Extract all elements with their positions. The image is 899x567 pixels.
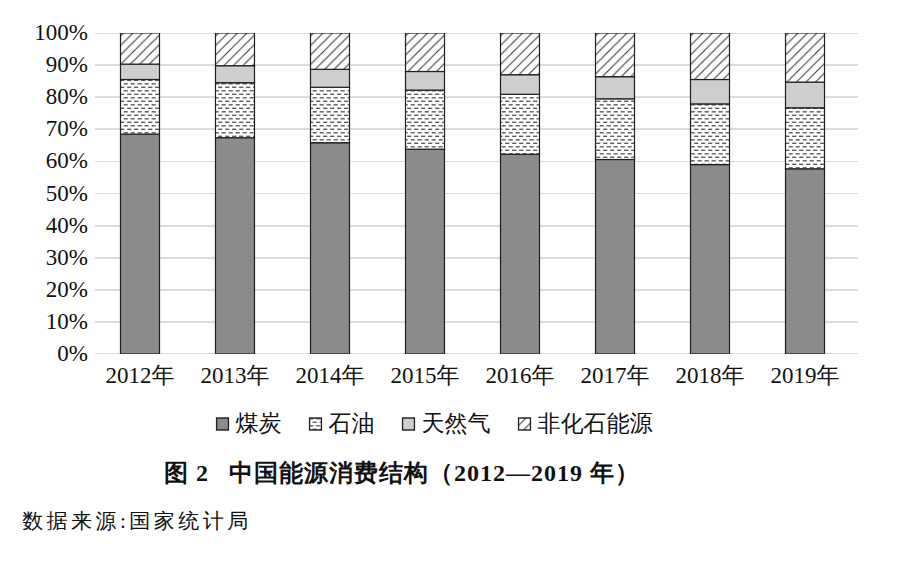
legend-item-gas: 天然气 xyxy=(402,411,491,437)
bar-segment-oil-2012年 xyxy=(121,80,160,135)
y-tick-label-0%: 0% xyxy=(0,341,88,367)
plot-area xyxy=(95,33,858,354)
x-tick-label-2012年: 2012年 xyxy=(92,362,188,390)
bar-segment-gas-2013年 xyxy=(216,66,255,83)
bar-segment-gas-2018年 xyxy=(691,80,730,104)
y-tick-label-10%: 10% xyxy=(0,309,88,335)
bar-segment-oil-2013年 xyxy=(216,83,255,138)
legend: 煤炭 石油 天然气 非化石能源 xyxy=(216,411,653,437)
y-tick-label-80%: 80% xyxy=(0,84,88,110)
bar-segment-nonfossil-2012年 xyxy=(121,33,160,64)
bar-segment-nonfossil-2013年 xyxy=(216,33,255,66)
legend-item-nonfossil: 非化石能源 xyxy=(518,411,653,437)
x-tick-label-2017年: 2017年 xyxy=(567,362,663,390)
bar-segment-coal-2013年 xyxy=(216,138,255,354)
bar-segment-nonfossil-2017年 xyxy=(596,33,635,77)
bar-segment-oil-2019年 xyxy=(786,108,825,169)
y-tick-label-60%: 60% xyxy=(0,148,88,174)
bar-segment-gas-2019年 xyxy=(786,82,825,108)
x-tick-label-2018年: 2018年 xyxy=(662,362,758,390)
bar-segment-oil-2018年 xyxy=(691,104,730,165)
figure-number: 图 2 xyxy=(164,460,209,486)
x-tick-label-2015年: 2015年 xyxy=(377,362,473,390)
bar-segment-coal-2018年 xyxy=(691,165,730,354)
bar-segment-nonfossil-2014年 xyxy=(311,33,350,69)
y-tick-label-50%: 50% xyxy=(0,181,88,207)
bar-segment-coal-2015年 xyxy=(406,149,445,354)
bar-segment-gas-2012年 xyxy=(121,64,160,79)
bar-segment-coal-2017年 xyxy=(596,160,635,355)
gridlines xyxy=(95,33,858,354)
bar-segment-nonfossil-2019年 xyxy=(786,33,825,82)
data-source-note: 数据来源:国家统计局 xyxy=(22,507,252,535)
y-tick-label-70%: 70% xyxy=(0,116,88,142)
figure-energy-structure: 0%10%20%30%40%50%60%70%80%90%100% 2012年2… xyxy=(0,0,899,567)
bar-segment-coal-2012年 xyxy=(121,134,160,354)
y-tick-label-30%: 30% xyxy=(0,245,88,271)
bar-segment-nonfossil-2018年 xyxy=(691,33,730,80)
y-tick-label-40%: 40% xyxy=(0,213,88,239)
chart-title: 图 2 中国能源消费结构（2012—2019 年） xyxy=(164,457,640,489)
stacked-bar-chart xyxy=(95,33,858,354)
bar-segment-nonfossil-2016年 xyxy=(501,33,540,75)
legend-swatch-coal-icon xyxy=(216,417,230,431)
legend-label-oil: 石油 xyxy=(329,411,375,437)
legend-swatch-gas-icon xyxy=(402,417,416,431)
legend-swatch-nonfossil-icon xyxy=(518,417,532,431)
legend-label-coal: 煤炭 xyxy=(236,411,282,437)
bar-segment-oil-2017年 xyxy=(596,99,635,160)
bar-segment-oil-2016年 xyxy=(501,94,540,154)
bar-segment-coal-2014年 xyxy=(311,143,350,354)
bar-segment-coal-2019年 xyxy=(786,169,825,354)
x-tick-label-2016年: 2016年 xyxy=(472,362,568,390)
bar-segment-oil-2015年 xyxy=(406,90,445,149)
bar-segment-gas-2014年 xyxy=(311,69,350,87)
bar-segment-nonfossil-2015年 xyxy=(406,33,445,72)
legend-swatch-oil-icon xyxy=(309,417,323,431)
x-tick-label-2014年: 2014年 xyxy=(282,362,378,390)
bar-segment-gas-2015年 xyxy=(406,72,445,91)
x-tick-label-2013年: 2013年 xyxy=(187,362,283,390)
bar-segment-coal-2016年 xyxy=(501,154,540,354)
legend-label-nonfossil: 非化石能源 xyxy=(538,411,653,437)
bar-segment-oil-2014年 xyxy=(311,87,350,143)
chart-title-text: 中国能源消费结构（2012—2019 年） xyxy=(229,460,640,486)
y-tick-label-100%: 100% xyxy=(0,20,88,46)
legend-item-coal: 煤炭 xyxy=(216,411,282,437)
y-tick-label-90%: 90% xyxy=(0,52,88,78)
bar-segment-gas-2016年 xyxy=(501,75,540,95)
y-tick-label-20%: 20% xyxy=(0,277,88,303)
bar-segment-gas-2017年 xyxy=(596,77,635,99)
legend-item-oil: 石油 xyxy=(309,411,375,437)
legend-label-gas: 天然气 xyxy=(422,411,491,437)
x-tick-label-2019年: 2019年 xyxy=(757,362,853,390)
